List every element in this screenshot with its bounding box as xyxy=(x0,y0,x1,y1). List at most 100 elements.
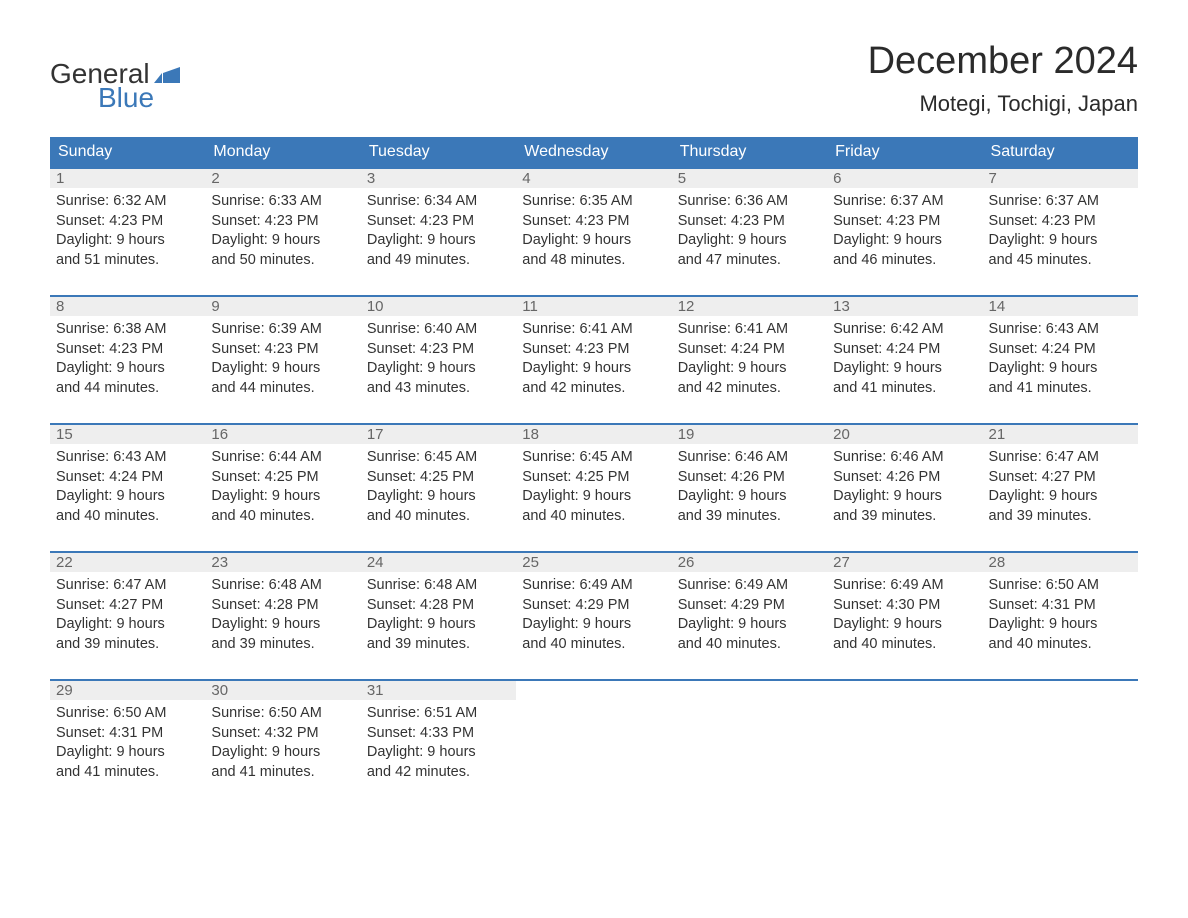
day-number: 19 xyxy=(672,425,827,444)
dow-monday: Monday xyxy=(205,137,360,167)
day-sunset: Sunset: 4:29 PM xyxy=(678,596,821,616)
day-day2: and 46 minutes. xyxy=(833,251,976,271)
day-cell: 23Sunrise: 6:48 AMSunset: 4:28 PMDayligh… xyxy=(205,553,360,663)
day-cell: 17Sunrise: 6:45 AMSunset: 4:25 PMDayligh… xyxy=(361,425,516,535)
day-sunrise: Sunrise: 6:43 AM xyxy=(56,448,199,468)
day-cell: 18Sunrise: 6:45 AMSunset: 4:25 PMDayligh… xyxy=(516,425,671,535)
day-sunrise: Sunrise: 6:50 AM xyxy=(989,576,1132,596)
day-number: 25 xyxy=(516,553,671,572)
day-sunrise: Sunrise: 6:49 AM xyxy=(522,576,665,596)
day-cell: 30Sunrise: 6:50 AMSunset: 4:32 PMDayligh… xyxy=(205,681,360,791)
day-cell: 15Sunrise: 6:43 AMSunset: 4:24 PMDayligh… xyxy=(50,425,205,535)
day-cell: 19Sunrise: 6:46 AMSunset: 4:26 PMDayligh… xyxy=(672,425,827,535)
page-header: General Blue December 2024 Motegi, Tochi… xyxy=(50,40,1138,117)
day-number: 14 xyxy=(983,297,1138,316)
day-day2: and 50 minutes. xyxy=(211,251,354,271)
day-day1: Daylight: 9 hours xyxy=(989,615,1132,635)
day-sunrise: Sunrise: 6:51 AM xyxy=(367,704,510,724)
day-cell: 29Sunrise: 6:50 AMSunset: 4:31 PMDayligh… xyxy=(50,681,205,791)
day-day1: Daylight: 9 hours xyxy=(522,359,665,379)
day-number: 28 xyxy=(983,553,1138,572)
day-cell: 26Sunrise: 6:49 AMSunset: 4:29 PMDayligh… xyxy=(672,553,827,663)
day-sunrise: Sunrise: 6:40 AM xyxy=(367,320,510,340)
day-cell: 5Sunrise: 6:36 AMSunset: 4:23 PMDaylight… xyxy=(672,169,827,279)
day-sunset: Sunset: 4:25 PM xyxy=(522,468,665,488)
day-day1: Daylight: 9 hours xyxy=(367,615,510,635)
day-number: 16 xyxy=(205,425,360,444)
day-number: 9 xyxy=(205,297,360,316)
day-number: 1 xyxy=(50,169,205,188)
day-sunset: Sunset: 4:25 PM xyxy=(367,468,510,488)
day-sunrise: Sunrise: 6:41 AM xyxy=(522,320,665,340)
day-day2: and 44 minutes. xyxy=(211,379,354,399)
day-sunrise: Sunrise: 6:48 AM xyxy=(211,576,354,596)
day-body: Sunrise: 6:37 AMSunset: 4:23 PMDaylight:… xyxy=(827,188,982,276)
day-day1: Daylight: 9 hours xyxy=(211,231,354,251)
day-cell: 9Sunrise: 6:39 AMSunset: 4:23 PMDaylight… xyxy=(205,297,360,407)
week-row: 1Sunrise: 6:32 AMSunset: 4:23 PMDaylight… xyxy=(50,167,1138,279)
day-day1: Daylight: 9 hours xyxy=(989,359,1132,379)
day-number: 20 xyxy=(827,425,982,444)
day-cell: 14Sunrise: 6:43 AMSunset: 4:24 PMDayligh… xyxy=(983,297,1138,407)
day-cell: 22Sunrise: 6:47 AMSunset: 4:27 PMDayligh… xyxy=(50,553,205,663)
day-day1: Daylight: 9 hours xyxy=(367,231,510,251)
day-body: Sunrise: 6:51 AMSunset: 4:33 PMDaylight:… xyxy=(361,700,516,788)
day-sunrise: Sunrise: 6:49 AM xyxy=(833,576,976,596)
day-sunrise: Sunrise: 6:50 AM xyxy=(211,704,354,724)
day-day2: and 47 minutes. xyxy=(678,251,821,271)
day-day2: and 42 minutes. xyxy=(678,379,821,399)
page-title: December 2024 xyxy=(868,40,1138,83)
day-sunrise: Sunrise: 6:36 AM xyxy=(678,192,821,212)
day-day2: and 39 minutes. xyxy=(211,635,354,655)
day-day2: and 41 minutes. xyxy=(56,763,199,783)
day-day1: Daylight: 9 hours xyxy=(367,743,510,763)
day-body: Sunrise: 6:43 AMSunset: 4:24 PMDaylight:… xyxy=(50,444,205,532)
day-day1: Daylight: 9 hours xyxy=(211,615,354,635)
day-sunrise: Sunrise: 6:47 AM xyxy=(56,576,199,596)
location-label: Motegi, Tochigi, Japan xyxy=(868,91,1138,117)
day-sunset: Sunset: 4:23 PM xyxy=(989,212,1132,232)
day-body: Sunrise: 6:46 AMSunset: 4:26 PMDaylight:… xyxy=(672,444,827,532)
day-day2: and 39 minutes. xyxy=(56,635,199,655)
day-sunset: Sunset: 4:26 PM xyxy=(833,468,976,488)
day-cell: 24Sunrise: 6:48 AMSunset: 4:28 PMDayligh… xyxy=(361,553,516,663)
day-number: 13 xyxy=(827,297,982,316)
day-body: Sunrise: 6:41 AMSunset: 4:23 PMDaylight:… xyxy=(516,316,671,404)
day-day1: Daylight: 9 hours xyxy=(522,487,665,507)
day-cell: 6Sunrise: 6:37 AMSunset: 4:23 PMDaylight… xyxy=(827,169,982,279)
day-number: 23 xyxy=(205,553,360,572)
day-of-week-header: Sunday Monday Tuesday Wednesday Thursday… xyxy=(50,137,1138,167)
day-sunset: Sunset: 4:23 PM xyxy=(56,340,199,360)
day-day1: Daylight: 9 hours xyxy=(678,231,821,251)
day-day2: and 44 minutes. xyxy=(56,379,199,399)
day-number: 22 xyxy=(50,553,205,572)
day-sunrise: Sunrise: 6:46 AM xyxy=(833,448,976,468)
day-number: 21 xyxy=(983,425,1138,444)
day-day2: and 40 minutes. xyxy=(989,635,1132,655)
day-body: Sunrise: 6:35 AMSunset: 4:23 PMDaylight:… xyxy=(516,188,671,276)
day-cell: 28Sunrise: 6:50 AMSunset: 4:31 PMDayligh… xyxy=(983,553,1138,663)
day-day2: and 40 minutes. xyxy=(678,635,821,655)
day-day1: Daylight: 9 hours xyxy=(522,231,665,251)
day-body: Sunrise: 6:37 AMSunset: 4:23 PMDaylight:… xyxy=(983,188,1138,276)
day-day1: Daylight: 9 hours xyxy=(56,359,199,379)
day-cell: 27Sunrise: 6:49 AMSunset: 4:30 PMDayligh… xyxy=(827,553,982,663)
day-day2: and 39 minutes. xyxy=(678,507,821,527)
day-sunset: Sunset: 4:23 PM xyxy=(833,212,976,232)
day-sunrise: Sunrise: 6:44 AM xyxy=(211,448,354,468)
day-body: Sunrise: 6:50 AMSunset: 4:32 PMDaylight:… xyxy=(205,700,360,788)
day-number: 8 xyxy=(50,297,205,316)
dow-wednesday: Wednesday xyxy=(516,137,671,167)
day-number: 5 xyxy=(672,169,827,188)
dow-friday: Friday xyxy=(827,137,982,167)
day-sunset: Sunset: 4:23 PM xyxy=(522,340,665,360)
day-sunrise: Sunrise: 6:37 AM xyxy=(989,192,1132,212)
day-cell: 13Sunrise: 6:42 AMSunset: 4:24 PMDayligh… xyxy=(827,297,982,407)
day-cell: 20Sunrise: 6:46 AMSunset: 4:26 PMDayligh… xyxy=(827,425,982,535)
day-sunrise: Sunrise: 6:45 AM xyxy=(367,448,510,468)
dow-thursday: Thursday xyxy=(672,137,827,167)
day-number: 17 xyxy=(361,425,516,444)
day-day1: Daylight: 9 hours xyxy=(367,359,510,379)
day-body: Sunrise: 6:47 AMSunset: 4:27 PMDaylight:… xyxy=(983,444,1138,532)
day-sunset: Sunset: 4:27 PM xyxy=(56,596,199,616)
